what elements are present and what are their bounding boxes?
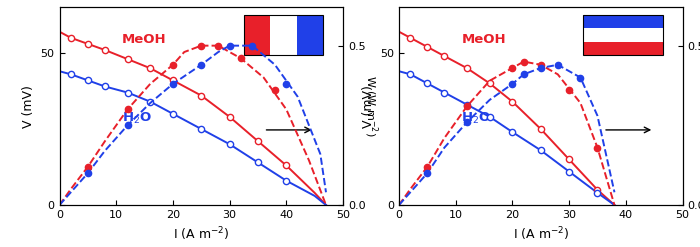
Y-axis label: V (mV): V (mV)	[362, 85, 375, 128]
X-axis label: I (A m$^{-2}$): I (A m$^{-2}$)	[512, 226, 569, 243]
Bar	[244, 15, 323, 55]
Text: MeOH: MeOH	[461, 33, 506, 46]
Bar	[297, 15, 323, 55]
Bar	[244, 15, 270, 55]
Y-axis label: V (mV): V (mV)	[22, 85, 35, 128]
Bar	[583, 15, 663, 28]
Bar	[583, 42, 663, 55]
Text: H$_2$O: H$_2$O	[461, 111, 491, 126]
X-axis label: I (A m$^{-2}$): I (A m$^{-2}$)	[173, 226, 230, 243]
Y-axis label: W (W m$^{-2}$): W (W m$^{-2}$)	[362, 75, 379, 137]
Bar	[270, 15, 297, 55]
Bar	[583, 28, 663, 42]
Text: MeOH: MeOH	[122, 33, 167, 46]
Bar	[583, 15, 663, 55]
Text: H$_2$O: H$_2$O	[122, 111, 152, 126]
